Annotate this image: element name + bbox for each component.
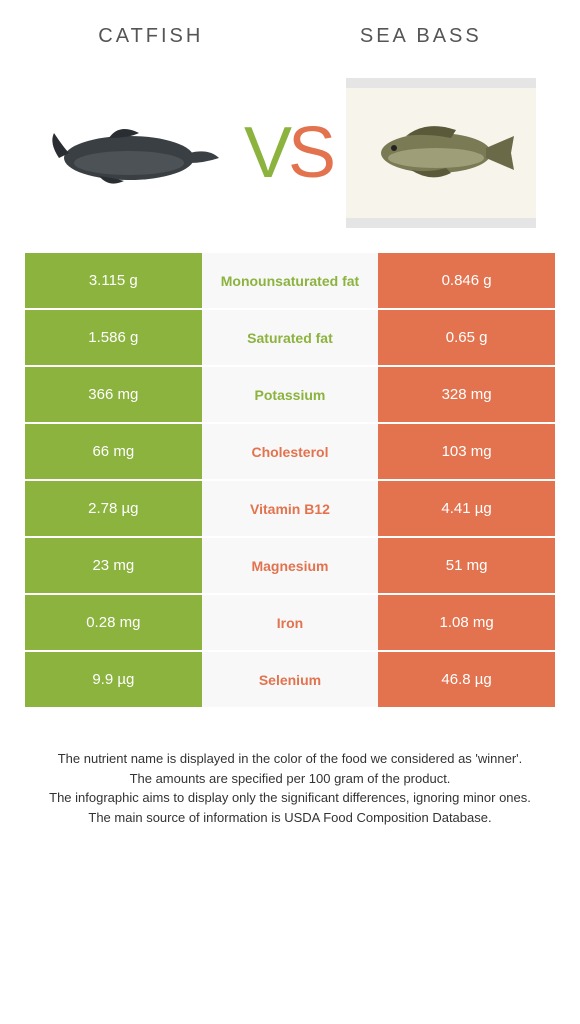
nutrient-label: Vitamin B12 xyxy=(202,481,379,536)
footnote-line: The amounts are specified per 100 gram o… xyxy=(15,769,565,789)
left-food-title: Catfish xyxy=(98,25,203,48)
right-value: 51 mg xyxy=(378,538,555,593)
right-value: 0.65 g xyxy=(378,310,555,365)
image-row: V S xyxy=(0,63,580,243)
footnote-line: The nutrient name is displayed in the co… xyxy=(15,749,565,769)
header-row: Catfish Sea bass xyxy=(0,0,580,63)
catfish-icon xyxy=(49,103,229,203)
footnote-line: The infographic aims to display only the… xyxy=(15,788,565,808)
right-food-title: Sea bass xyxy=(360,25,482,48)
left-value: 366 mg xyxy=(25,367,202,422)
seabass-image xyxy=(346,78,536,228)
table-row: 366 mgPotassium328 mg xyxy=(25,367,555,424)
nutrient-label: Magnesium xyxy=(202,538,379,593)
vs-v: V xyxy=(244,112,292,194)
left-value: 3.115 g xyxy=(25,253,202,308)
right-value: 103 mg xyxy=(378,424,555,479)
table-row: 0.28 mgIron1.08 mg xyxy=(25,595,555,652)
footnote-line: The main source of information is USDA F… xyxy=(15,808,565,828)
table-row: 23 mgMagnesium51 mg xyxy=(25,538,555,595)
left-value: 66 mg xyxy=(25,424,202,479)
right-value: 328 mg xyxy=(378,367,555,422)
right-value: 4.41 µg xyxy=(378,481,555,536)
table-row: 9.9 µgSelenium46.8 µg xyxy=(25,652,555,709)
nutrient-label: Monounsaturated fat xyxy=(202,253,379,308)
right-value: 1.08 mg xyxy=(378,595,555,650)
catfish-image xyxy=(44,78,234,228)
nutrient-table: 3.115 gMonounsaturated fat0.846 g1.586 g… xyxy=(0,243,580,709)
left-value: 1.586 g xyxy=(25,310,202,365)
left-value: 9.9 µg xyxy=(25,652,202,707)
left-value: 23 mg xyxy=(25,538,202,593)
seabass-icon xyxy=(356,108,526,198)
table-row: 3.115 gMonounsaturated fat0.846 g xyxy=(25,253,555,310)
table-row: 1.586 gSaturated fat0.65 g xyxy=(25,310,555,367)
vs-label: V S xyxy=(244,112,336,194)
nutrient-label: Saturated fat xyxy=(202,310,379,365)
right-value: 0.846 g xyxy=(378,253,555,308)
table-row: 66 mgCholesterol103 mg xyxy=(25,424,555,481)
right-value: 46.8 µg xyxy=(378,652,555,707)
nutrient-label: Potassium xyxy=(202,367,379,422)
left-value: 0.28 mg xyxy=(25,595,202,650)
table-row: 2.78 µgVitamin B124.41 µg xyxy=(25,481,555,538)
vs-s: S xyxy=(288,112,336,194)
footnotes: The nutrient name is displayed in the co… xyxy=(0,709,580,827)
nutrient-label: Cholesterol xyxy=(202,424,379,479)
nutrient-label: Selenium xyxy=(202,652,379,707)
nutrient-label: Iron xyxy=(202,595,379,650)
left-value: 2.78 µg xyxy=(25,481,202,536)
